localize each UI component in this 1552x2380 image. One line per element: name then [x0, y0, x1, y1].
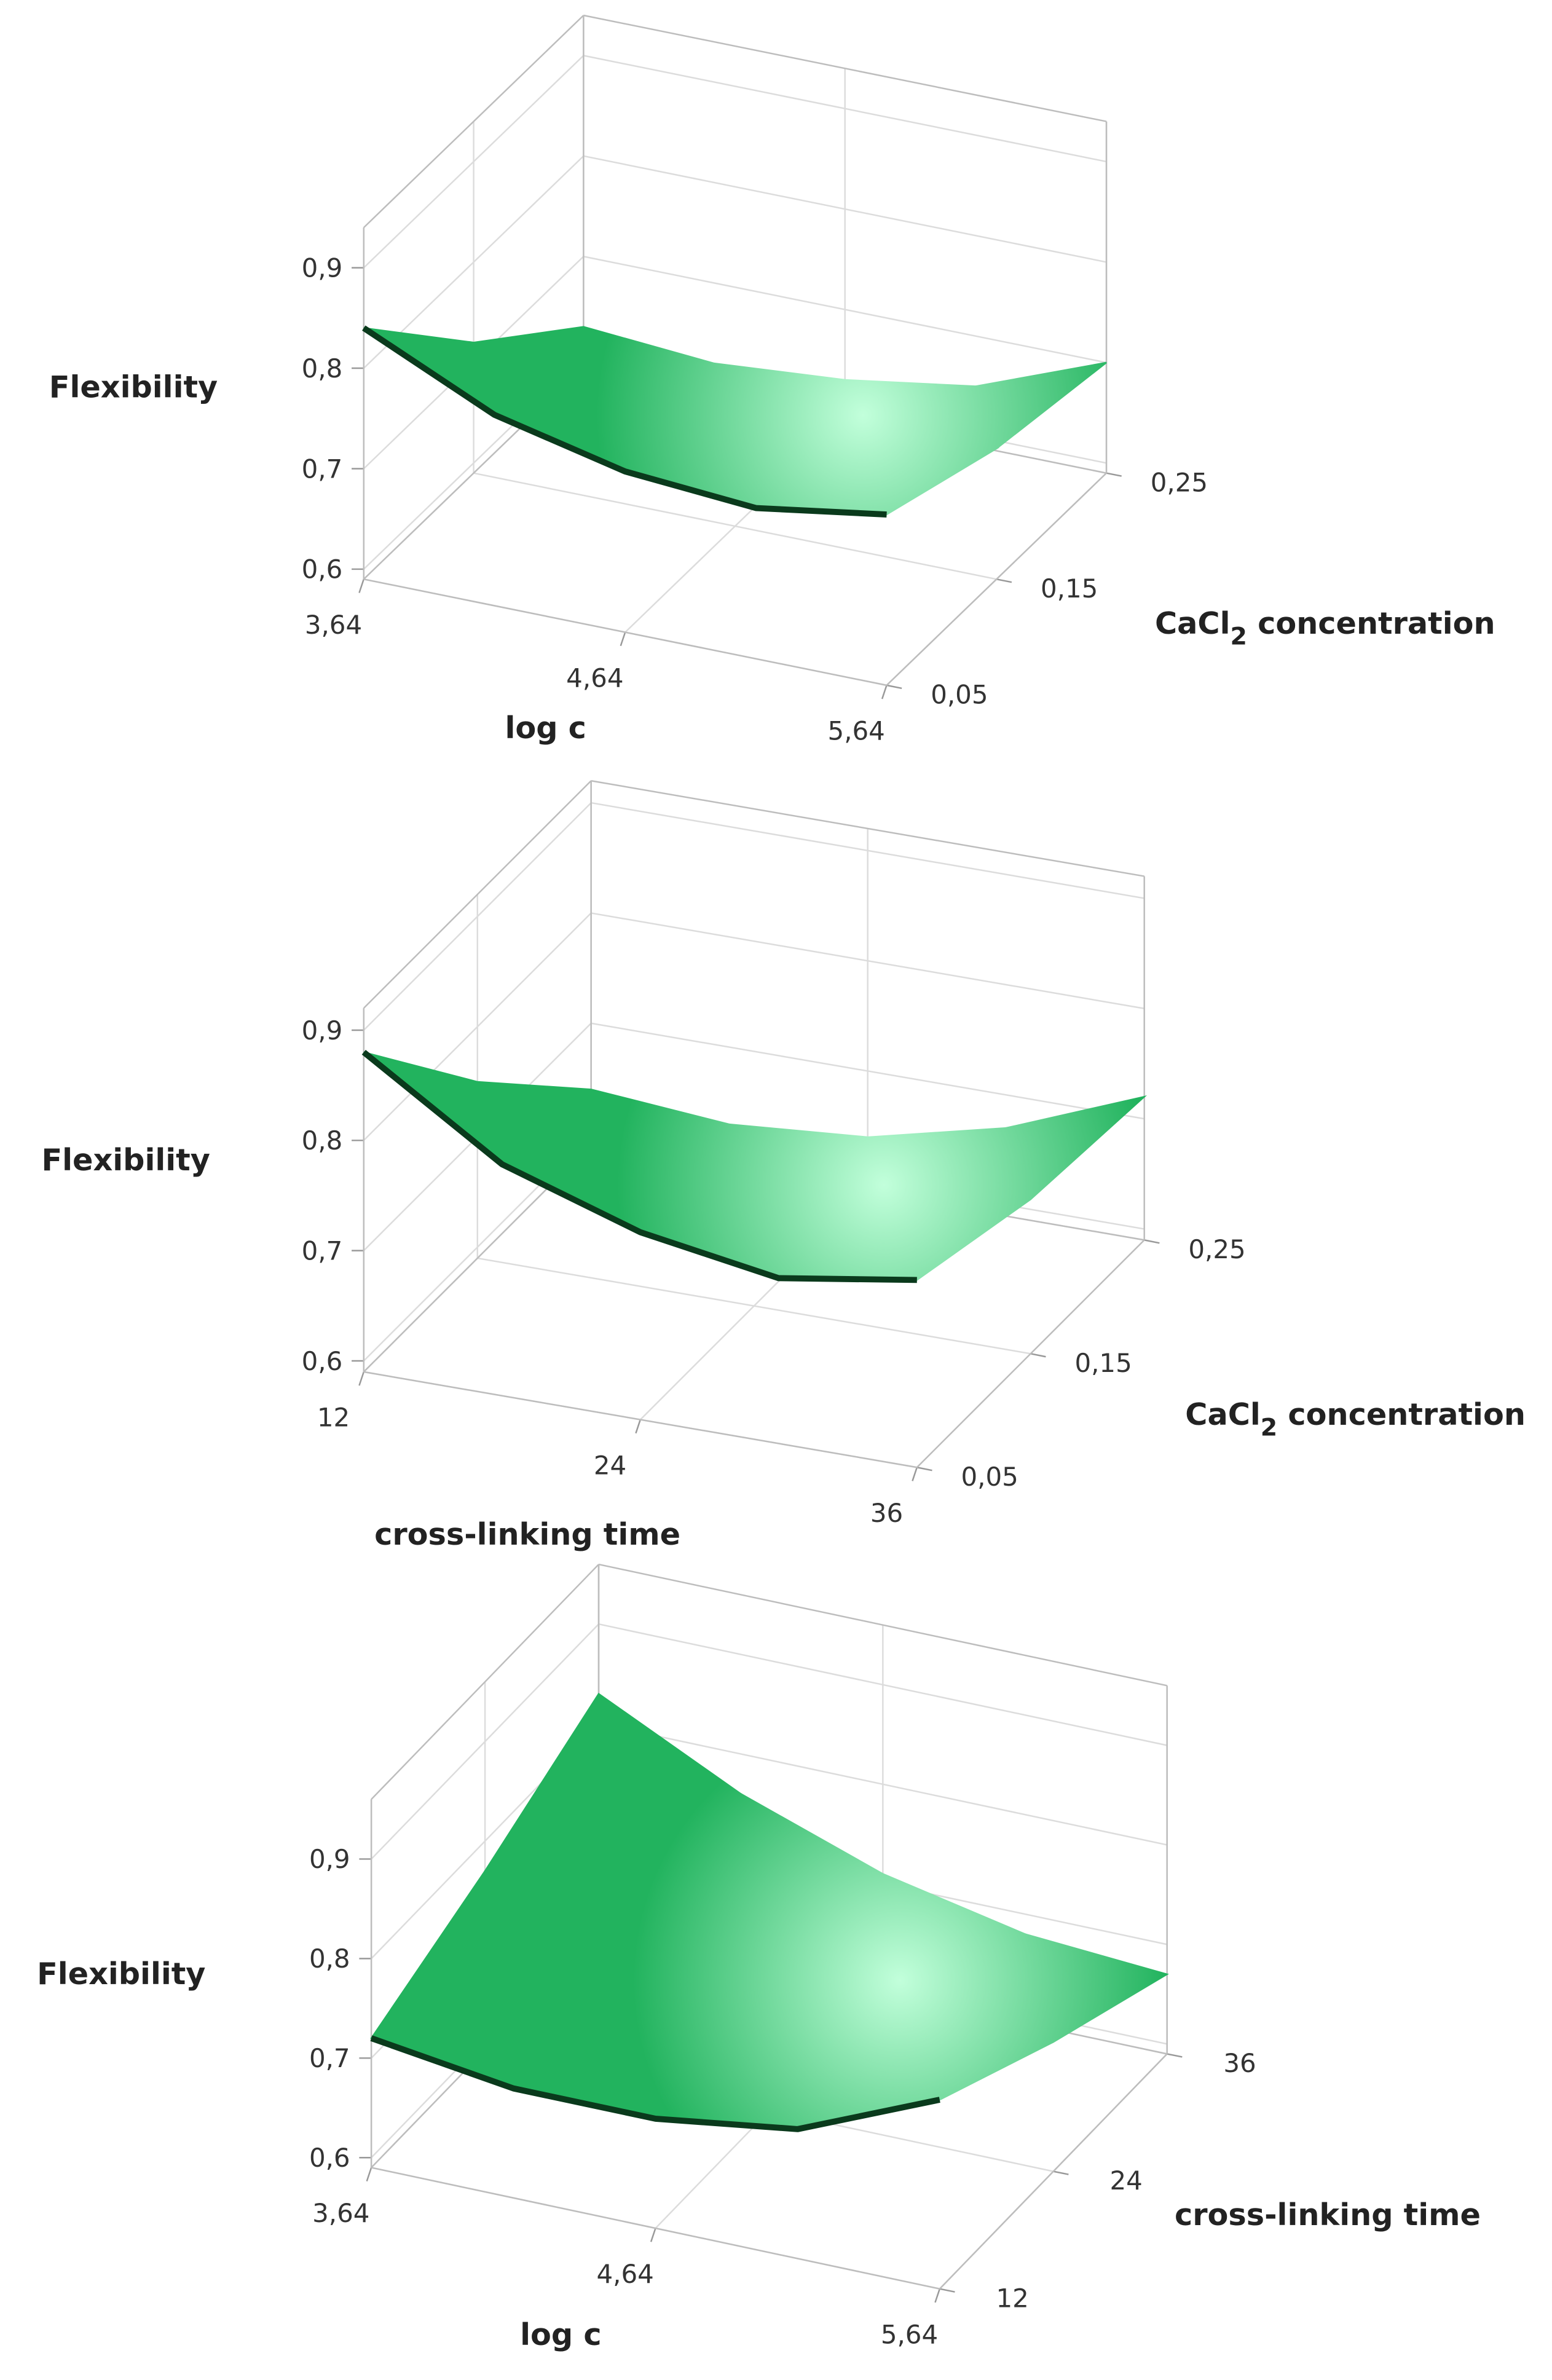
x-tick-label: 36 [870, 1498, 903, 1528]
y-tick-label: 0,05 [931, 679, 988, 709]
x-tick-mark [881, 685, 888, 699]
z-tick-label: 0,8 [302, 353, 343, 384]
y-tick-mark [1106, 472, 1122, 477]
box-edge [371, 2167, 940, 2290]
x-tick-mark [620, 632, 626, 647]
z-tick-label: 0,9 [309, 1844, 350, 1874]
z-tick-label: 0,9 [302, 253, 343, 283]
z-axis-label: Flexibility [49, 369, 218, 404]
y-axis-label-part: concentration [1247, 605, 1495, 641]
x-tick-mark [912, 1467, 918, 1481]
y-tick-mark [996, 578, 1012, 583]
y-axis-label: CaCl2 concentration [1185, 1397, 1526, 1441]
x-tick-mark [934, 2288, 940, 2303]
y-tick-mark [1053, 2170, 1069, 2175]
surface-chart: 0,6 0,7 0,8 0,9 3,64 4,64 5,64 12 24 36 Flexibilit… [37, 1563, 1481, 2352]
surface-edge [361, 1050, 917, 1283]
x-tick-label: 24 [594, 1450, 626, 1480]
z-tick-label: 0,8 [302, 1125, 343, 1156]
y-tick-mark [916, 1467, 932, 1472]
box-edge [363, 578, 887, 687]
x-tick-label: 5,64 [881, 2319, 938, 2349]
y-tick-label: 0,25 [1188, 1234, 1245, 1264]
z-tick-label: 0,6 [309, 2143, 350, 2173]
y-axis-label-part: CaCl [1155, 605, 1231, 641]
y-tick-label: 0,15 [1041, 573, 1098, 604]
y-tick-label: 0,25 [1151, 467, 1208, 497]
z-tick-label: 0,7 [302, 1235, 343, 1266]
surface-edge [370, 2035, 940, 2132]
y-axis-label: cross-linking time [1175, 2197, 1481, 2232]
x-tick-label: 4,64 [566, 663, 623, 693]
y-axis-label-part: CaCl [1185, 1397, 1261, 1432]
y-tick-mark [1167, 2053, 1183, 2058]
box-edge [363, 1371, 918, 1468]
y-axis-label-part: 2 [1261, 1413, 1277, 1441]
z-tick-label: 0,8 [309, 1944, 350, 1974]
y-axis-label: CaCl2 concentration [1155, 605, 1495, 650]
grid-line [477, 1257, 1031, 1355]
y-tick-label: 12 [996, 2283, 1029, 2313]
x-tick-label: 3,64 [312, 2198, 369, 2228]
y-tick-mark [1144, 1239, 1160, 1244]
box-edge [363, 15, 585, 229]
x-tick-label: 12 [317, 1403, 350, 1433]
x-axis-label: cross-linking time [374, 1516, 680, 1552]
z-tick-label: 0,6 [302, 1346, 343, 1376]
y-axis-label-part: concentration [1277, 1397, 1526, 1432]
x-tick-mark [366, 2167, 372, 2182]
x-tick-mark [650, 2228, 656, 2242]
z-axis-label: Flexibility [41, 1142, 210, 1178]
box-edge [363, 780, 592, 1009]
y-tick-mark [1030, 1353, 1046, 1358]
x-tick-label: 4,64 [596, 2259, 653, 2289]
y-tick-label: 0,15 [1074, 1348, 1132, 1378]
y-axis-label-part: cross-linking time [1175, 2197, 1481, 2232]
box-edge [916, 1239, 1145, 1468]
box-edge [371, 1564, 599, 1800]
x-tick-label: 3,64 [305, 610, 362, 640]
y-tick-mark [939, 2288, 955, 2293]
x-tick-mark [358, 1371, 364, 1386]
z-tick-label: 0,6 [302, 554, 343, 585]
x-axis-label: log c [505, 710, 586, 746]
surface-chart: 0,6 0,7 0,8 0,9 12 24 36 0,05 0,15 0,25 Flexibilit… [41, 780, 1526, 1552]
x-tick-mark [358, 578, 364, 593]
box-edge [598, 1563, 1167, 1687]
x-tick-label: 5,64 [828, 716, 885, 746]
surface-edge [362, 325, 887, 518]
z-tick-label: 0,9 [302, 1015, 343, 1046]
y-tick-label: 24 [1109, 2165, 1142, 2196]
y-axis-label-part: 2 [1230, 622, 1247, 650]
box-edge [583, 14, 1107, 122]
box-edge [591, 780, 1144, 877]
y-tick-label: 0,05 [961, 1462, 1018, 1492]
x-axis-label: log c [520, 2317, 601, 2352]
z-axis-label: Flexibility [37, 1956, 205, 1992]
y-tick-mark [886, 684, 902, 690]
y-tick-label: 36 [1223, 2048, 1256, 2078]
grid-line [473, 472, 997, 580]
box-edge [939, 2053, 1168, 2290]
surface-chart: 0,6 0,7 0,8 0,9 3,64 4,64 5,64 0,05 0,15 0,25 Flex… [49, 14, 1495, 746]
z-tick-label: 0,7 [302, 454, 343, 484]
x-tick-mark [635, 1419, 641, 1434]
z-tick-label: 0,7 [309, 2043, 350, 2073]
box-edge [886, 472, 1107, 686]
